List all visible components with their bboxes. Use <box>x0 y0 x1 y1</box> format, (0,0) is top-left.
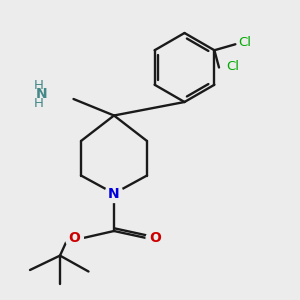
Text: O: O <box>68 232 80 245</box>
Circle shape <box>146 230 164 247</box>
Text: O: O <box>149 232 161 245</box>
Text: Cl: Cl <box>226 59 239 73</box>
Text: H: H <box>34 97 44 110</box>
Circle shape <box>65 230 83 247</box>
Circle shape <box>30 94 48 112</box>
Text: Cl: Cl <box>238 36 251 49</box>
Circle shape <box>33 85 51 103</box>
Circle shape <box>105 184 123 202</box>
Text: H: H <box>34 79 44 92</box>
Text: N: N <box>36 88 48 101</box>
Circle shape <box>30 76 48 94</box>
Text: N: N <box>108 187 120 200</box>
